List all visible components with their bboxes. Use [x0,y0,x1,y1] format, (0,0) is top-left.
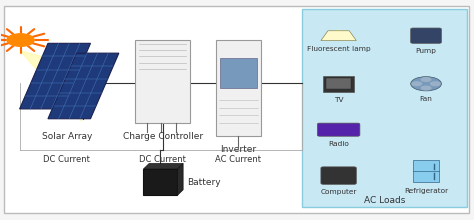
FancyBboxPatch shape [323,75,354,92]
FancyBboxPatch shape [410,28,441,43]
FancyBboxPatch shape [302,9,467,207]
Polygon shape [20,51,81,121]
Text: AC Loads: AC Loads [364,196,405,205]
Text: DC Current: DC Current [139,155,186,164]
Text: Battery: Battery [187,178,221,187]
Text: Pump: Pump [416,48,437,54]
FancyBboxPatch shape [4,6,469,213]
Polygon shape [144,163,183,169]
Text: Refrigerator: Refrigerator [404,188,448,194]
Circle shape [420,77,431,82]
Circle shape [430,81,441,86]
Text: Radio: Radio [328,141,349,147]
Circle shape [420,86,431,91]
FancyBboxPatch shape [326,78,351,89]
Circle shape [410,77,441,91]
Text: AC Current: AC Current [215,155,261,164]
Text: Solar Array: Solar Array [42,132,92,141]
FancyBboxPatch shape [136,40,190,123]
Circle shape [7,34,34,46]
FancyBboxPatch shape [413,160,439,182]
Polygon shape [48,53,119,119]
FancyBboxPatch shape [318,123,360,136]
FancyBboxPatch shape [321,167,356,184]
FancyBboxPatch shape [219,58,257,88]
FancyBboxPatch shape [144,169,177,195]
Text: Fan: Fan [419,96,432,102]
Text: TV: TV [334,97,343,103]
Circle shape [333,30,344,35]
Polygon shape [177,163,183,195]
Text: Computer: Computer [320,189,357,195]
Text: Charge Controller: Charge Controller [123,132,203,141]
Circle shape [411,81,422,86]
Polygon shape [19,43,91,109]
Polygon shape [321,31,356,41]
Text: Fluorescent lamp: Fluorescent lamp [307,46,370,52]
FancyBboxPatch shape [216,40,261,136]
Text: DC Current: DC Current [44,155,91,164]
Text: Inverter: Inverter [220,145,256,154]
